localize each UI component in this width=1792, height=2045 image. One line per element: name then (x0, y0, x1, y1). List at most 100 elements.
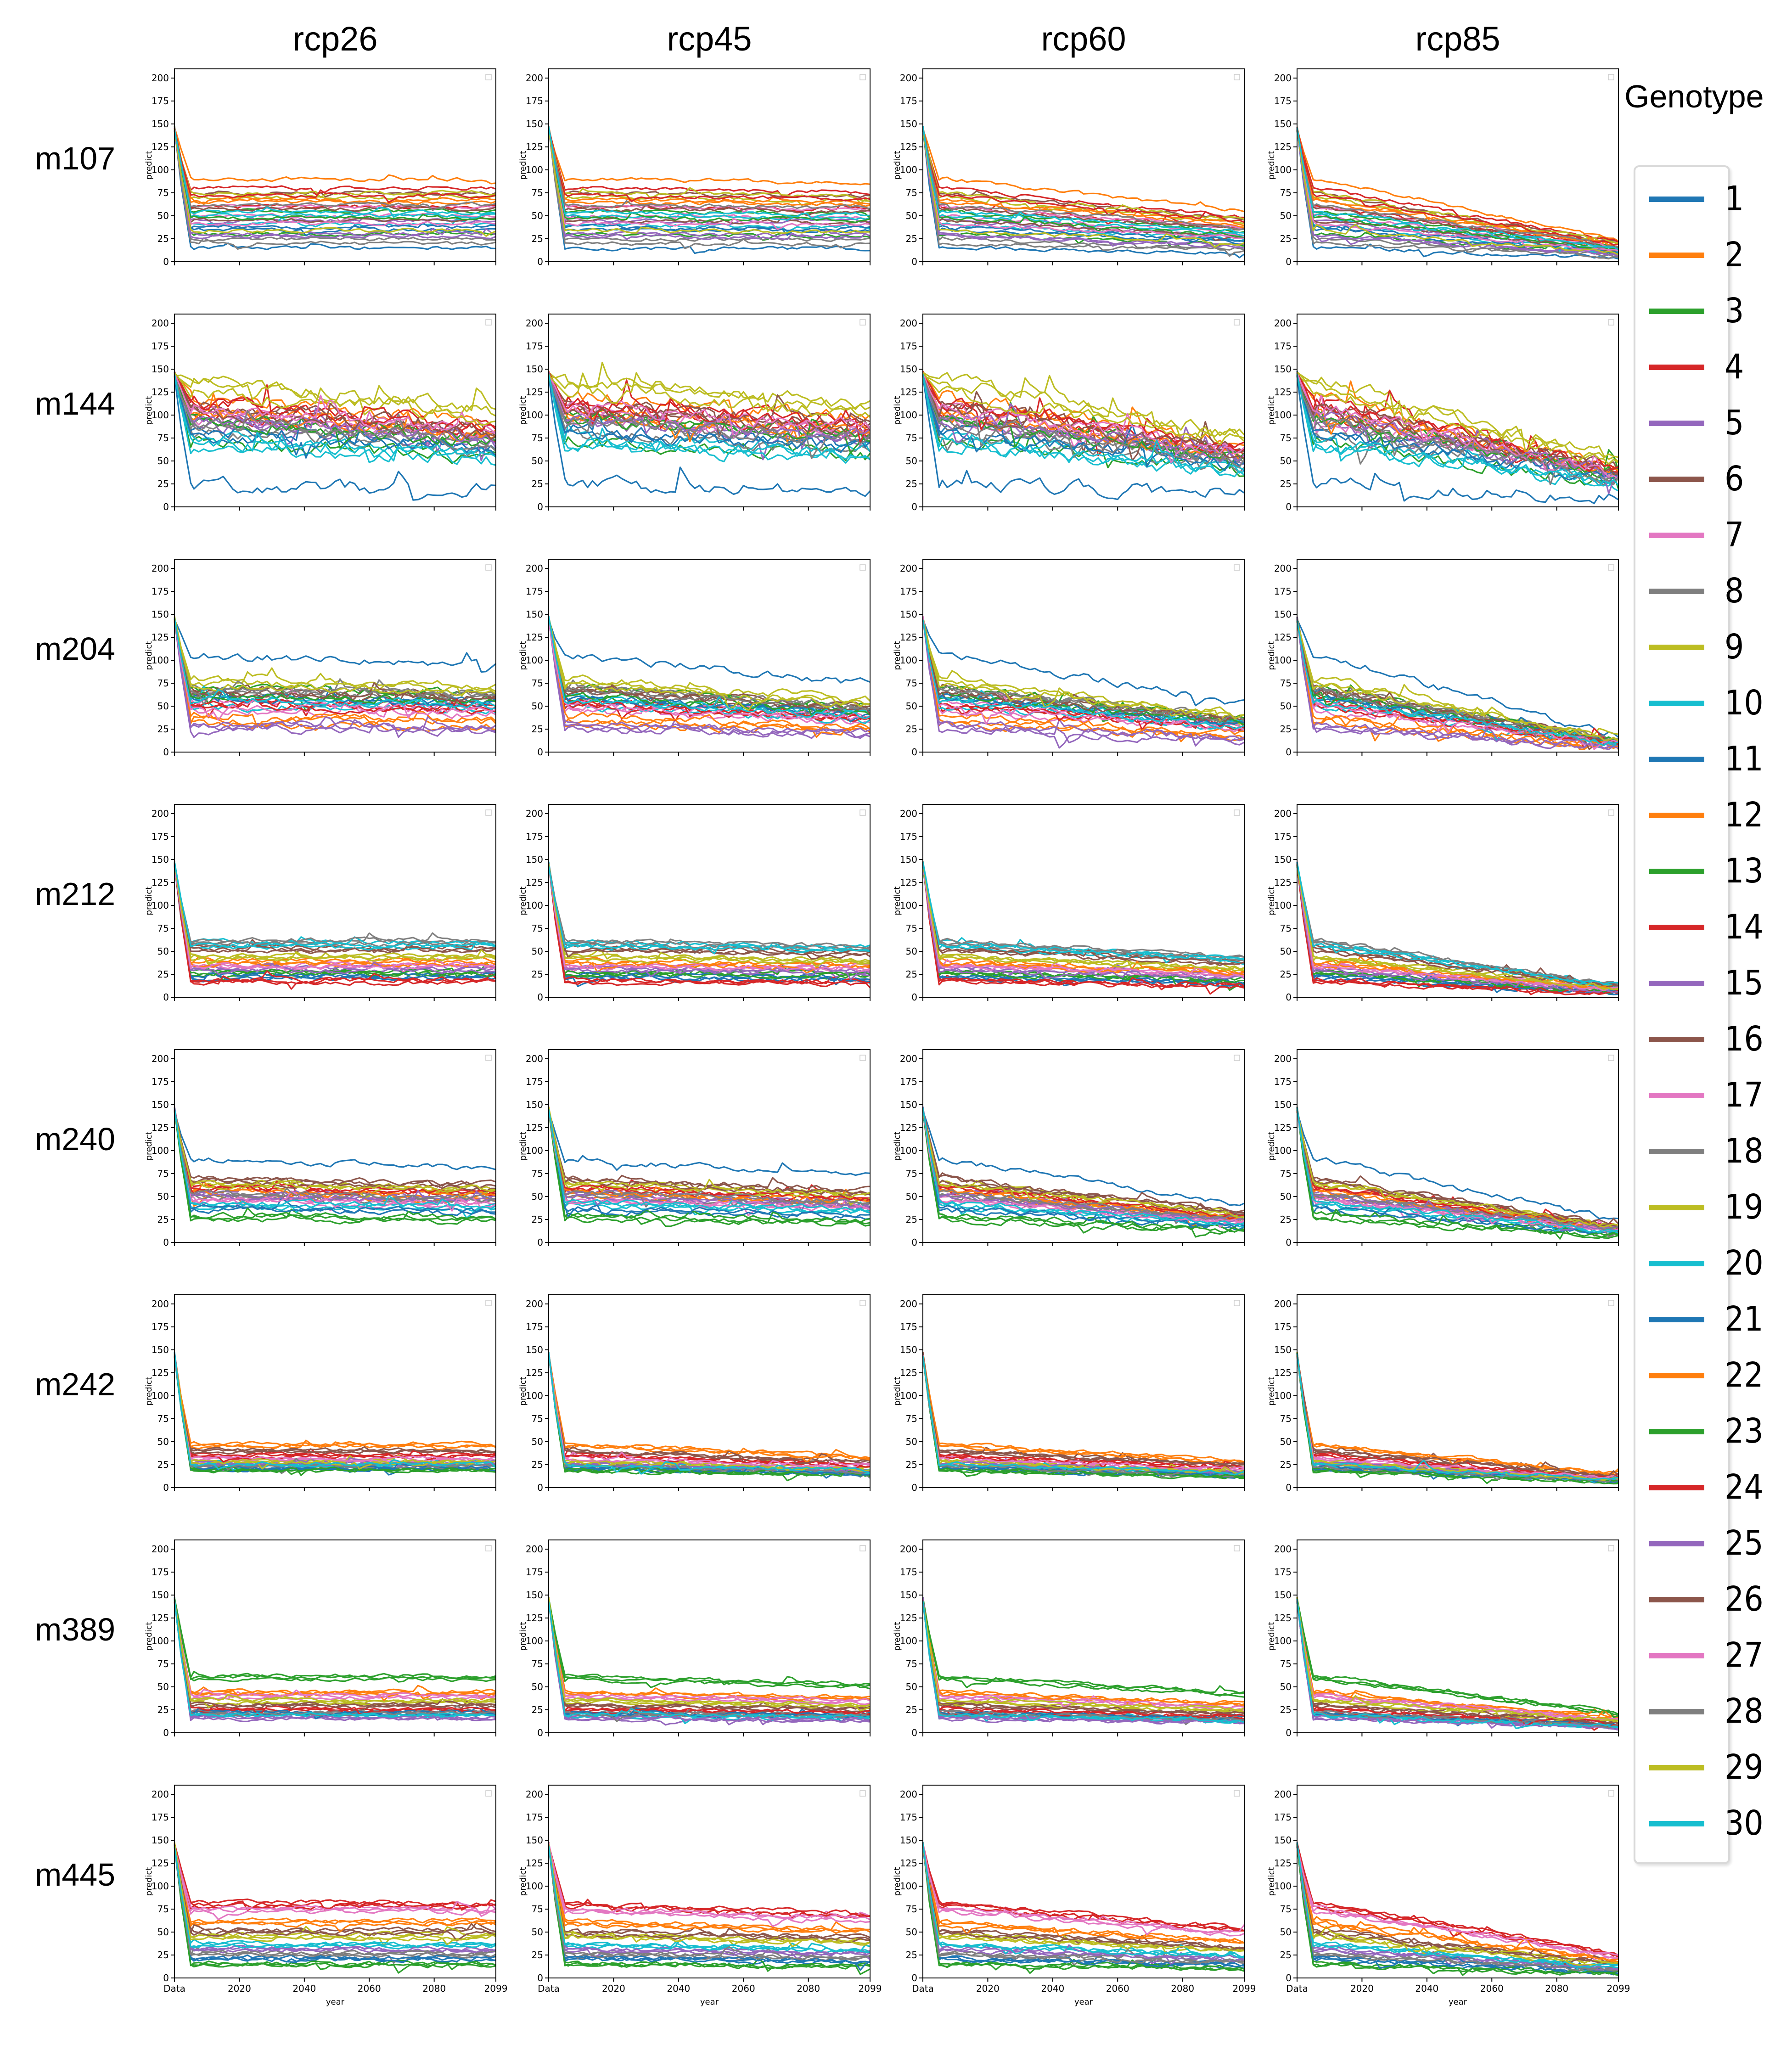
chart-m240-rcp45: 0 25 50 75 100 125 150 175 200 predict (518, 1049, 871, 1248)
y-tick-label: 25 (1280, 1704, 1292, 1715)
y-tick-label: 125 (1274, 1858, 1292, 1869)
series-line-genotype-19 (922, 130, 1245, 220)
y-tick-label: 200 (526, 1789, 543, 1800)
series-line-genotype-16 (174, 616, 496, 705)
panel-m144-rcp60: 0 25 50 75 100 125 150 175 200 predict (891, 309, 1249, 557)
legend-item-genotype-9: 9 (1649, 624, 1744, 670)
series-line-genotype-22 (548, 127, 871, 205)
series-line-genotype-4 (174, 130, 496, 209)
series-line-genotype-23 (1296, 865, 1619, 994)
plot-frame (548, 1539, 871, 1733)
y-tick-label: 25 (1280, 1949, 1292, 1961)
legend-item-genotype-29: 29 (1649, 1745, 1764, 1791)
y-tick-label: 25 (906, 724, 917, 735)
series-line-genotype-24 (922, 1844, 1245, 1932)
series-line-genotype-9 (174, 1601, 496, 1704)
series-line-genotype-29 (548, 128, 871, 234)
legend-swatch (1649, 197, 1704, 202)
y-tick-label: 125 (1274, 1367, 1292, 1378)
series-line-genotype-14 (1296, 864, 1619, 995)
series-line-genotype-25 (922, 617, 1245, 747)
y-tick-label: 75 (906, 1658, 917, 1669)
series-line-genotype-29 (174, 1111, 496, 1193)
plot-frame (1297, 804, 1619, 998)
empty-legend-box (485, 564, 492, 571)
series-line-genotype-28 (922, 375, 1245, 468)
y-tick-label: 200 (152, 1298, 169, 1309)
y-axis-label: predict (144, 151, 154, 180)
legend-label: 17 (1725, 1075, 1764, 1115)
series-line-genotype-25 (548, 129, 871, 240)
legend-swatch (1649, 1709, 1704, 1714)
plot-frame (1297, 1294, 1619, 1488)
series-line-genotype-29 (1296, 1844, 1619, 1966)
series-line-genotype-9 (1296, 620, 1619, 736)
series-line-genotype-25 (174, 375, 496, 444)
series-line-genotype-20 (174, 128, 496, 219)
series-line-genotype-29 (174, 616, 496, 697)
series-line-genotype-27 (174, 1846, 496, 1917)
y-tick-label: 125 (900, 632, 917, 643)
y-tick-label: 75 (157, 923, 169, 934)
series-line-genotype-13 (548, 1601, 871, 1690)
x-axis-label: year (700, 1997, 719, 2007)
chart-m107-rcp45: 0 25 50 75 100 125 150 175 200 predict (518, 68, 871, 267)
y-axis-label: predict (518, 1867, 528, 1896)
series-line-genotype-29 (548, 372, 871, 418)
y-tick-label: 75 (532, 1168, 543, 1179)
series-line-genotype-9 (922, 621, 1245, 719)
row-title-m144: m144 (35, 386, 116, 421)
series-line-genotype-17 (1296, 1845, 1619, 1959)
y-tick-label: 50 (532, 701, 543, 712)
chart-m242-rcp45: 0 25 50 75 100 125 150 175 200 predict (518, 1294, 871, 1493)
y-axis-label: predict (893, 887, 902, 916)
plot-frame (548, 314, 871, 507)
empty-legend-box (859, 1790, 866, 1797)
column-title-rcp45: rcp45 (667, 20, 752, 58)
series-line-genotype-20 (174, 865, 496, 951)
plot-frame (922, 1785, 1245, 1978)
series-line-genotype-30 (174, 1847, 496, 1949)
y-tick-label: 150 (526, 854, 543, 865)
chart-m389-rcp26: 0 25 50 75 100 125 150 175 200 predict (144, 1539, 496, 1738)
x-tick-label: 2060 (1480, 1983, 1504, 1994)
legend-item-genotype-26: 26 (1649, 1577, 1764, 1623)
y-tick-label: 150 (900, 1344, 917, 1355)
series-line-genotype-15 (1296, 618, 1619, 749)
y-tick-label: 50 (157, 1191, 169, 1202)
series-line-genotype-25 (922, 1353, 1245, 1474)
y-tick-label: 175 (1274, 1076, 1292, 1087)
series-line-genotype-28 (548, 1112, 871, 1205)
y-tick-label: 200 (1274, 1053, 1292, 1064)
series-line-genotype-25 (922, 126, 1245, 249)
y-tick-label: 75 (532, 678, 543, 689)
series-line-genotype-18 (922, 128, 1245, 257)
legend-swatch (1649, 813, 1704, 818)
series-line-genotype-30 (174, 618, 496, 710)
y-tick-label: 125 (900, 877, 917, 888)
legend-label: 23 (1725, 1411, 1764, 1451)
series-line-genotype-12 (174, 1353, 496, 1448)
empty-legend-box (1608, 1545, 1614, 1551)
series-line-genotype-30 (174, 129, 496, 218)
series-line-genotype-12 (1296, 617, 1619, 750)
y-tick-label: 50 (157, 1927, 169, 1938)
y-tick-label: 75 (1280, 678, 1292, 689)
plot-frame (174, 314, 496, 507)
series-line-genotype-15 (174, 1110, 496, 1202)
series-line-genotype-29 (174, 1600, 496, 1703)
panel-m240-rcp26: 0 25 50 75 100 125 150 175 200 predict (142, 1045, 500, 1293)
plot-frame (174, 1049, 496, 1243)
y-axis-label: predict (893, 641, 902, 670)
series-line-genotype-22 (922, 1846, 1245, 1944)
y-tick-label: 0 (537, 992, 543, 1003)
y-tick-label: 0 (163, 1237, 169, 1248)
series-line-genotype-12 (548, 1353, 871, 1459)
y-tick-label: 75 (157, 1904, 169, 1915)
empty-legend-box (1234, 1055, 1240, 1061)
empty-legend-box (1608, 319, 1614, 326)
series-line-genotype-30 (548, 1845, 871, 1953)
series-line-genotype-26 (922, 1600, 1245, 1714)
legend-swatch (1649, 925, 1704, 930)
y-tick-label: 25 (157, 724, 169, 735)
